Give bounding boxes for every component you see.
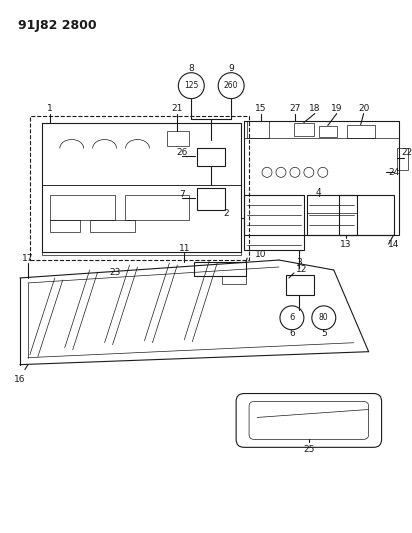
Bar — [244, 120, 398, 139]
Bar — [244, 120, 398, 235]
Text: 25: 25 — [303, 445, 314, 454]
Text: 9: 9 — [228, 64, 234, 73]
Text: 20: 20 — [358, 104, 369, 113]
Text: 24: 24 — [388, 168, 399, 177]
Bar — [194, 262, 246, 276]
Text: 1: 1 — [47, 104, 53, 113]
Bar — [167, 131, 189, 147]
Text: 27: 27 — [289, 104, 301, 113]
Text: 26: 26 — [177, 148, 188, 157]
Bar — [286, 275, 314, 295]
Text: 17: 17 — [22, 254, 34, 263]
Text: 12: 12 — [296, 265, 308, 274]
Bar — [396, 148, 408, 171]
Text: 23: 23 — [109, 269, 120, 278]
Text: 21: 21 — [172, 104, 183, 113]
Bar — [90, 220, 134, 232]
Text: 80: 80 — [319, 313, 329, 322]
Bar — [294, 123, 314, 136]
Bar — [30, 116, 249, 260]
Bar — [339, 195, 393, 235]
Text: 15: 15 — [255, 104, 267, 113]
Text: 13: 13 — [340, 239, 351, 248]
Bar — [50, 220, 80, 232]
Text: 16: 16 — [14, 375, 26, 384]
Bar — [197, 188, 225, 210]
Bar — [307, 195, 357, 235]
Bar — [307, 213, 357, 235]
Bar — [319, 125, 337, 138]
Bar — [197, 148, 225, 166]
Text: 18: 18 — [309, 104, 321, 113]
Bar — [347, 125, 375, 139]
Text: 2: 2 — [223, 209, 229, 217]
Text: 7: 7 — [180, 190, 185, 199]
Text: 3: 3 — [296, 257, 302, 266]
Text: 8: 8 — [188, 64, 194, 73]
Bar — [42, 185, 241, 255]
Bar — [42, 123, 241, 252]
Bar — [222, 276, 246, 284]
Bar — [50, 195, 115, 220]
Text: 6: 6 — [289, 329, 295, 338]
Text: 22: 22 — [401, 148, 412, 157]
Text: 10: 10 — [255, 249, 267, 259]
Text: 11: 11 — [178, 244, 190, 253]
Text: 4: 4 — [316, 188, 322, 197]
Bar — [124, 195, 189, 220]
Text: 260: 260 — [224, 81, 239, 90]
Text: 6: 6 — [289, 313, 295, 322]
Bar — [247, 120, 269, 139]
Text: 19: 19 — [331, 104, 342, 113]
Text: 5: 5 — [321, 329, 327, 338]
Text: 91J82 2800: 91J82 2800 — [18, 19, 96, 32]
Bar — [244, 195, 304, 250]
Text: 14: 14 — [388, 239, 399, 248]
Text: 125: 125 — [184, 81, 199, 90]
